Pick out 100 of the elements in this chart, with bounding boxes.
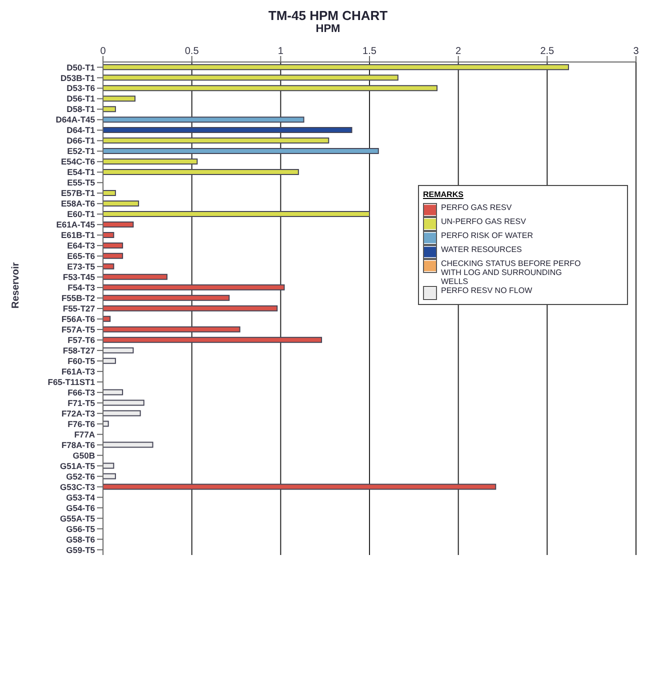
bar [103, 389, 124, 396]
bar [103, 232, 114, 238]
y-tick-label: E61A-T45 [56, 220, 96, 230]
bar [103, 138, 330, 144]
y-tick-label: D58-T1 [66, 104, 96, 114]
bar [103, 484, 496, 490]
y-tick-label: E60-T1 [67, 209, 96, 220]
bar [103, 221, 134, 228]
y-tick-label: F61A-T3 [61, 366, 96, 376]
y-tick-label: E55-T5 [67, 178, 96, 188]
bar [103, 284, 285, 290]
y-tick-label: F72A-T3 [61, 408, 96, 418]
y-tick-label: F56A-T6 [61, 314, 96, 324]
y-tick-label: F57A-T5 [61, 324, 96, 334]
bar [103, 64, 569, 70]
bar [103, 294, 230, 301]
y-tick-label: F58-T27 [62, 345, 96, 356]
bar [103, 358, 116, 364]
y-tick-label: F54-T3 [68, 282, 96, 293]
y-tick-label: E54-T1 [67, 167, 96, 178]
bar [103, 462, 114, 469]
y-tick-label: E64-T3 [67, 240, 96, 251]
bar [103, 190, 116, 196]
y-tick-label: E65-T6 [67, 251, 96, 262]
bar [103, 210, 370, 217]
y-tick-label: G52-T6 [66, 471, 96, 482]
legend-label: CHECKING STATUS BEFORE PERFO WITH LOG AND SURROUNDING WELLS [441, 259, 582, 286]
bar [103, 116, 304, 123]
bar [103, 263, 114, 270]
y-tick-label: D56-T1 [66, 94, 96, 104]
x-tick-label: 1 [278, 46, 284, 57]
legend-label: WATER RESOURCES [441, 245, 523, 254]
y-tick-label: E73-T5 [67, 262, 96, 272]
y-tick-label: D64A-T45 [56, 114, 96, 125]
y-tick-label: G54-T6 [66, 502, 96, 513]
y-tick-label: F76-T6 [68, 418, 96, 429]
y-tick-label: F71-T5 [68, 398, 96, 408]
chart-title: TM-45 HPM CHART [267, 8, 389, 23]
y-tick-label: D64-T1 [66, 125, 96, 136]
bar [103, 74, 398, 81]
bar [103, 148, 379, 154]
x-tick-label: 1.5 [362, 46, 377, 57]
bar [103, 274, 168, 280]
y-tick-label: F78A-T6 [61, 440, 96, 450]
y-tick-label: G53-T4 [66, 492, 96, 502]
bar [103, 169, 299, 176]
bar [103, 200, 140, 206]
y-tick-label: G56-T5 [66, 524, 96, 534]
bar [103, 316, 111, 322]
y-tick-label: D53-T6 [66, 83, 96, 94]
y-tick-label: E61B-T1 [60, 230, 96, 240]
bar [103, 336, 322, 343]
y-tick-label: G58-T6 [66, 534, 96, 544]
y-tick-label: E52-T1 [67, 146, 96, 156]
y-tick-label: E57B-T1 [60, 188, 96, 198]
x-tick-label: 0 [100, 46, 106, 57]
bar [103, 85, 438, 92]
y-tick-label: D66-T1 [66, 136, 96, 146]
legend-label: UN-PERFO GAS RESV [441, 217, 527, 226]
y-tick-label: G59-T5 [66, 544, 96, 555]
legend-title: REMARKS [423, 190, 464, 199]
bar [103, 158, 198, 165]
y-tick-label: G50B [72, 450, 95, 460]
legend-label: PERFO RISK OF WATER [441, 231, 534, 240]
y-tick-label: G55A-T5 [60, 513, 96, 524]
y-axis-title: Reservoir [10, 262, 22, 308]
y-tick-label: F65-T11ST1 [48, 376, 96, 387]
bar [103, 420, 109, 427]
bar [103, 347, 134, 354]
y-tick-label: D53B-T1 [60, 72, 96, 83]
bar [103, 96, 136, 102]
bar [103, 473, 116, 480]
bar [103, 305, 278, 312]
legend-label: PERFO RESV NO FLOW [441, 286, 534, 295]
x-tick-label: 3 [633, 46, 640, 57]
y-tick-label: F53-T45 [62, 272, 96, 282]
y-tick-label: F55-T27 [62, 304, 96, 314]
y-tick-label: E58A-T6 [60, 198, 96, 209]
y-tick-label: F77A [74, 429, 95, 440]
y-tick-label: F60-T5 [68, 356, 96, 366]
y-tick-label: F57-T6 [68, 334, 96, 345]
y-tick-label: F55B-T2 [61, 293, 96, 304]
legend-label: PERFO GAS RESV [441, 203, 513, 212]
bar [103, 326, 240, 332]
x-axis-title: HPM [314, 23, 342, 35]
bar [103, 252, 124, 259]
bar [103, 127, 352, 134]
bar [103, 242, 124, 248]
bar [103, 410, 141, 416]
bar [103, 106, 116, 112]
x-tick-label: 2.5 [540, 46, 555, 57]
y-tick-label: F66-T3 [68, 387, 96, 398]
y-tick-label: G51A-T5 [60, 460, 96, 471]
x-tick-label: 2 [456, 46, 462, 57]
y-tick-label: G53C-T3 [60, 482, 96, 492]
bar [103, 400, 144, 406]
y-tick-label: D50-T1 [66, 62, 96, 72]
bar [103, 442, 154, 448]
x-tick-label: 0.5 [184, 46, 200, 57]
y-tick-label: E54C-T6 [60, 156, 96, 167]
